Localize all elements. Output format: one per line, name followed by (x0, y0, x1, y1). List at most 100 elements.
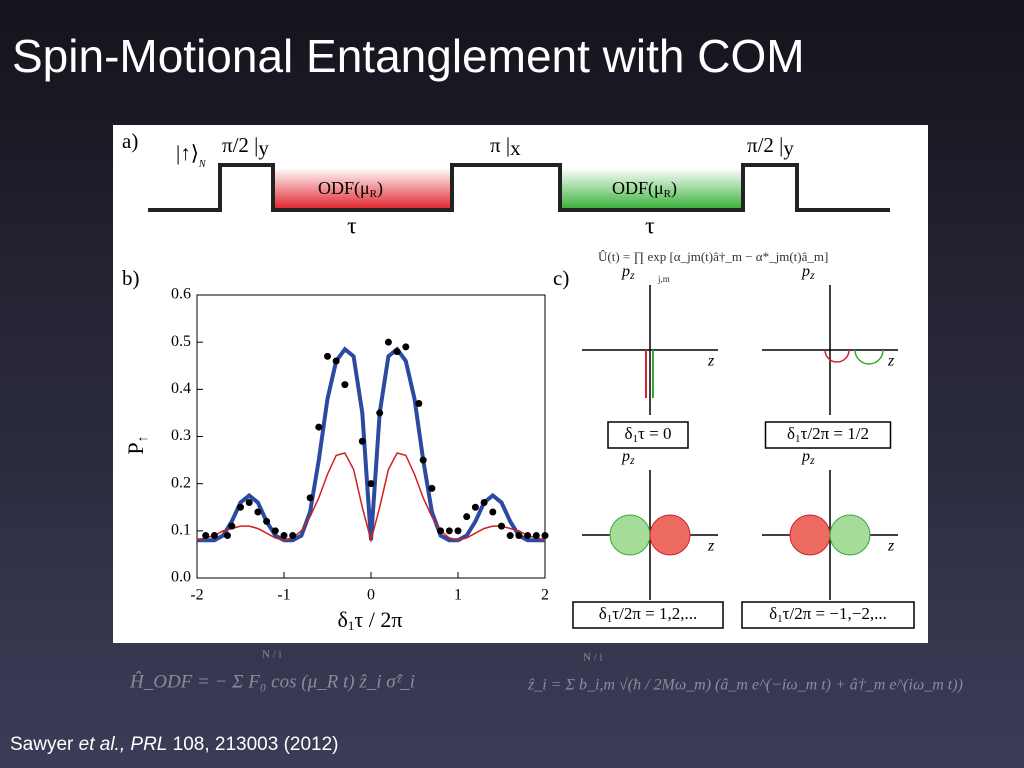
tau-label: τ (645, 214, 655, 240)
panel-label: a) (122, 129, 138, 153)
formula-limits: N / i (262, 649, 282, 661)
data-point (306, 494, 314, 502)
formula: ẑ_i = Σ b_i,m √(ħ / 2Mω_m) (â_m e^(−iω_m… (527, 677, 963, 694)
caption-box (764, 421, 892, 449)
odf-pulse (275, 168, 450, 210)
data-point (515, 532, 523, 540)
axis-label: pz (801, 448, 815, 467)
y-tick-label: 0.1 (171, 522, 191, 539)
x-tick-label: -2 (190, 587, 203, 604)
axis-label: z (887, 538, 895, 555)
axis-label: p (621, 263, 630, 280)
caption-part: 1 (607, 613, 613, 625)
caption-part: δ (599, 604, 607, 623)
data-point (419, 456, 427, 464)
data-point (498, 522, 505, 530)
axis-label: p (801, 448, 810, 465)
state-label: |↑⟩N (176, 141, 207, 170)
citation: Sawyer et al., PRL 108, 213003 (2012) (10, 734, 339, 755)
data-point (237, 503, 244, 511)
caption-part: τ/2π = 1,2,... (612, 604, 697, 623)
chart: δ1τ / 2π P↑ 0.0 0.1 0.2 0.3 0.4 0.5 0.6 -2 -1 0 1 2 (123, 286, 549, 633)
data-point (480, 499, 488, 507)
arc (854, 349, 884, 365)
data-point (532, 532, 540, 540)
caption-part: τ/2π = 1/2 (801, 424, 869, 443)
caption-box (572, 601, 724, 629)
data-point (202, 532, 210, 540)
data-point (402, 343, 410, 351)
arc (824, 349, 850, 363)
figure-panel (113, 125, 928, 643)
data-point (263, 517, 271, 525)
panel-label: c) (553, 266, 569, 290)
tau-label: τ (347, 214, 357, 240)
y-tick-label: 0.2 (171, 474, 191, 491)
caption-part: δ (787, 424, 795, 443)
data-point (228, 522, 236, 530)
panel-label: b) (122, 266, 140, 290)
axis-label: z (707, 353, 715, 370)
disk (609, 514, 651, 556)
y-axis-label: P↑ (123, 435, 151, 454)
formulas: Ĥ_ODF = − Σ F₀ cos (μ_R t) ẑ_i σ̂ᶻ_i N /… (129, 649, 963, 694)
disk (649, 514, 691, 556)
formula-limits: N / i (583, 652, 603, 664)
x-tick-label: -1 (277, 587, 290, 604)
axis-label: pz (801, 263, 815, 282)
data-point (280, 532, 288, 540)
data-point (541, 532, 549, 540)
x-tick-label: 1 (454, 587, 462, 604)
y-tick-label: 0.3 (171, 427, 191, 444)
caption: δ1τ/2π = 1/2 (787, 424, 869, 445)
data-point (271, 527, 279, 535)
odf-label: ODF(μR) (318, 178, 383, 199)
disk (789, 514, 831, 556)
odf-label: ODF(μR) (612, 178, 677, 199)
data-point (245, 499, 253, 507)
data-point (384, 338, 392, 346)
data-point (445, 527, 453, 535)
y-tick-label: 0.4 (171, 380, 191, 397)
axis-label: z (887, 353, 895, 370)
data-point (367, 480, 375, 488)
caption-part: 1 (795, 433, 801, 445)
data-point (376, 409, 384, 417)
axis-label: z (809, 268, 815, 282)
caption-part: δ (625, 424, 633, 443)
caption-box (607, 421, 689, 449)
x-tick-label: 0 (367, 587, 375, 604)
data-point (358, 437, 366, 445)
axis-label: pz (621, 448, 635, 467)
caption-box (741, 601, 915, 629)
slide-title: Spin-Motional Entanglement with COM (12, 30, 805, 82)
pulse-line (148, 163, 890, 212)
caption-part: τ = 0 (638, 424, 671, 443)
pulse-label: π/2 |y (222, 133, 269, 160)
data-point (210, 532, 218, 540)
axis-label: p (621, 448, 630, 465)
y-tick-label: 0.5 (171, 333, 191, 350)
data-point (463, 513, 471, 521)
axis-label: z (707, 538, 715, 555)
equation: Û(t) = ∏ exp [α_jm(t)â†_m − α*_jm(t)â_m] (598, 249, 828, 264)
data-point (254, 508, 262, 516)
formula: Ĥ_ODF = − Σ F₀ cos (μ_R t) ẑ_i σ̂ᶻ_i (129, 670, 415, 692)
pulse-label: π |x (490, 133, 521, 160)
data-point (315, 423, 323, 431)
data-point (524, 532, 532, 540)
y-tick-label: 0.6 (171, 286, 191, 303)
data-point (471, 503, 479, 511)
x-axis-label: δ1τ / 2π (338, 607, 403, 633)
data-point (489, 508, 497, 516)
data-point (332, 357, 340, 365)
data-point (415, 399, 423, 407)
data-point (454, 527, 462, 535)
y-tick-label: 0.0 (171, 569, 191, 586)
caption-part: 1 (777, 613, 783, 625)
pulse-sequence: a) |↑⟩N π/2 |y π |x π/2 |y ODF(μR) ODF(μ… (122, 129, 890, 290)
caption: δ1τ = 0 (625, 424, 672, 445)
